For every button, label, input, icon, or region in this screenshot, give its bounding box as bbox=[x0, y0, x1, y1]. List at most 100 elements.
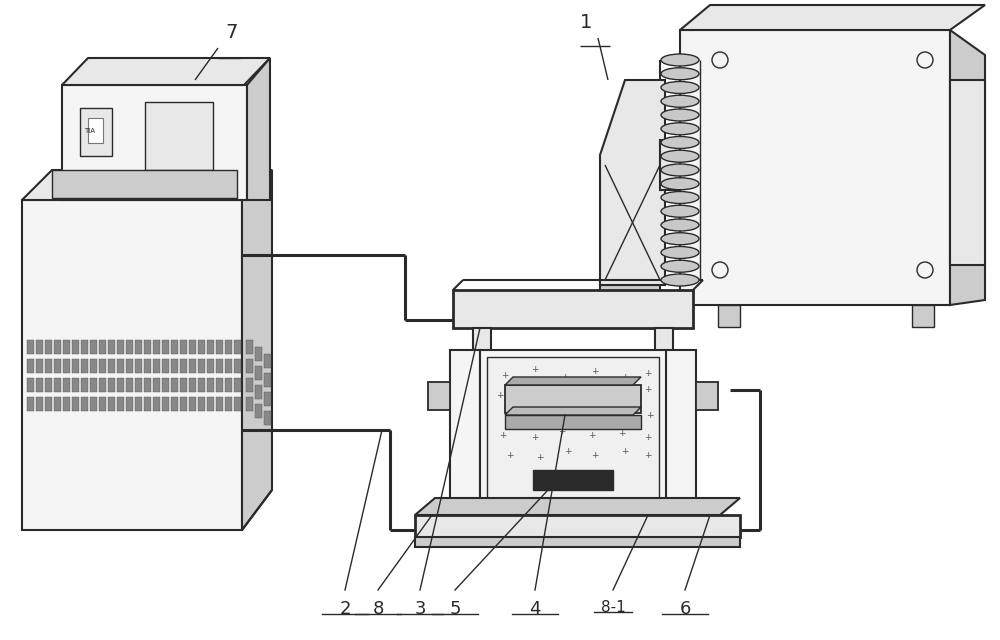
Polygon shape bbox=[950, 30, 985, 305]
Text: +: + bbox=[646, 410, 654, 419]
Bar bbox=[225, 378, 232, 392]
Bar bbox=[27, 359, 34, 373]
Ellipse shape bbox=[661, 68, 699, 80]
Bar bbox=[117, 359, 124, 373]
Bar bbox=[72, 359, 79, 373]
Bar bbox=[207, 378, 214, 392]
Bar bbox=[255, 385, 262, 399]
Bar bbox=[171, 378, 178, 392]
Bar bbox=[234, 340, 241, 354]
Bar bbox=[198, 378, 205, 392]
Bar bbox=[135, 359, 142, 373]
Bar bbox=[36, 397, 43, 411]
Ellipse shape bbox=[661, 164, 699, 176]
Bar bbox=[72, 378, 79, 392]
Ellipse shape bbox=[661, 95, 699, 108]
Bar bbox=[680, 30, 950, 305]
Bar bbox=[216, 359, 223, 373]
Bar bbox=[162, 378, 169, 392]
Text: +: + bbox=[526, 396, 534, 404]
Text: +: + bbox=[506, 410, 514, 419]
Polygon shape bbox=[242, 170, 272, 530]
Text: 2: 2 bbox=[339, 600, 351, 618]
Bar bbox=[80, 108, 112, 156]
Text: TIA: TIA bbox=[84, 128, 95, 134]
Ellipse shape bbox=[661, 219, 699, 231]
Bar bbox=[198, 359, 205, 373]
Text: +: + bbox=[626, 408, 634, 417]
Bar bbox=[27, 340, 34, 354]
Bar bbox=[207, 397, 214, 411]
Bar bbox=[189, 359, 196, 373]
Text: +: + bbox=[621, 372, 629, 381]
Bar bbox=[505, 415, 641, 429]
Bar bbox=[36, 359, 43, 373]
Bar bbox=[52, 170, 237, 198]
Polygon shape bbox=[247, 58, 270, 200]
Bar bbox=[54, 378, 61, 392]
Bar bbox=[126, 378, 133, 392]
Text: +: + bbox=[644, 369, 652, 378]
Bar bbox=[45, 378, 52, 392]
Bar bbox=[117, 340, 124, 354]
Text: +: + bbox=[531, 365, 539, 374]
Ellipse shape bbox=[661, 274, 699, 286]
Bar bbox=[655, 328, 673, 513]
Bar bbox=[81, 340, 88, 354]
Text: +: + bbox=[596, 412, 604, 420]
Bar bbox=[225, 397, 232, 411]
Bar bbox=[145, 102, 213, 170]
Bar bbox=[912, 305, 934, 327]
Text: +: + bbox=[616, 388, 624, 397]
Bar bbox=[153, 359, 160, 373]
Bar bbox=[505, 385, 641, 413]
Bar bbox=[255, 404, 262, 418]
Bar bbox=[473, 328, 491, 513]
Bar bbox=[234, 359, 241, 373]
Text: 8: 8 bbox=[372, 600, 384, 618]
Text: 1: 1 bbox=[580, 13, 592, 32]
Bar bbox=[246, 359, 253, 373]
Text: +: + bbox=[554, 387, 562, 397]
Bar bbox=[90, 378, 97, 392]
Bar bbox=[216, 397, 223, 411]
Text: +: + bbox=[531, 433, 539, 442]
Text: +: + bbox=[536, 413, 544, 422]
Bar bbox=[198, 397, 205, 411]
Bar bbox=[90, 359, 97, 373]
Text: +: + bbox=[586, 392, 594, 401]
Ellipse shape bbox=[661, 233, 699, 244]
Polygon shape bbox=[22, 170, 272, 200]
Text: +: + bbox=[501, 371, 509, 380]
Text: 7: 7 bbox=[225, 23, 237, 42]
Bar bbox=[90, 340, 97, 354]
Bar bbox=[63, 359, 70, 373]
Bar bbox=[144, 340, 151, 354]
Bar bbox=[255, 366, 262, 380]
Text: +: + bbox=[566, 408, 574, 417]
Bar bbox=[246, 378, 253, 392]
Bar bbox=[27, 378, 34, 392]
Bar bbox=[54, 397, 61, 411]
Bar bbox=[180, 378, 187, 392]
Text: +: + bbox=[558, 428, 566, 436]
Bar bbox=[22, 200, 242, 530]
Text: +: + bbox=[499, 431, 507, 440]
Bar bbox=[216, 378, 223, 392]
Bar bbox=[666, 350, 696, 515]
Bar bbox=[117, 397, 124, 411]
Bar bbox=[171, 359, 178, 373]
Bar bbox=[600, 285, 660, 305]
Text: +: + bbox=[621, 447, 629, 456]
Ellipse shape bbox=[661, 136, 699, 148]
Bar bbox=[90, 397, 97, 411]
Bar bbox=[117, 378, 124, 392]
Text: 6: 6 bbox=[679, 600, 691, 618]
Bar bbox=[264, 373, 271, 387]
Bar bbox=[144, 359, 151, 373]
Bar bbox=[153, 378, 160, 392]
Bar bbox=[171, 397, 178, 411]
Ellipse shape bbox=[661, 178, 699, 189]
Bar bbox=[81, 378, 88, 392]
Bar bbox=[99, 378, 106, 392]
